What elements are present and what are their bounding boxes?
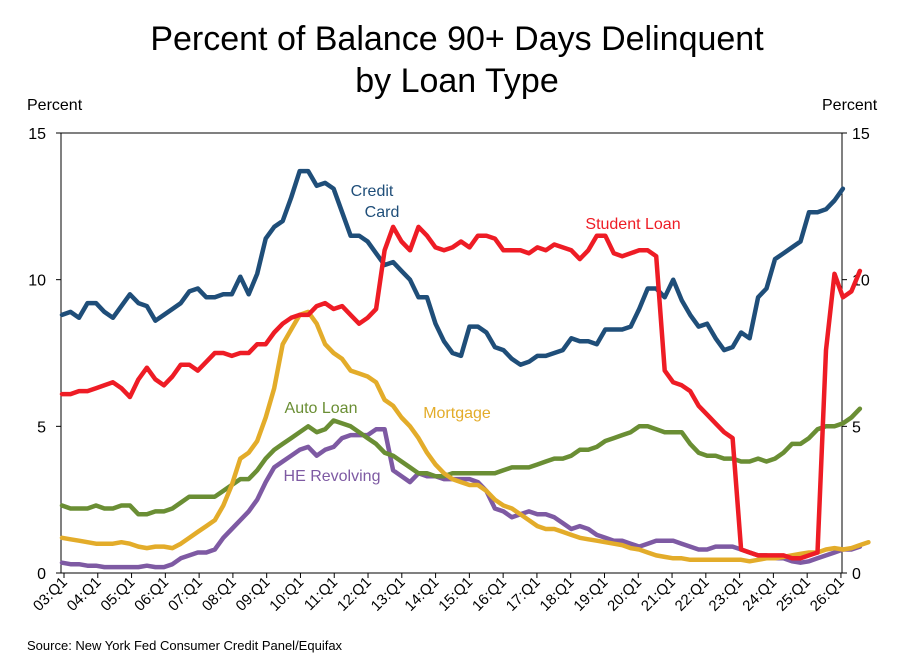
x-tick-label: 16:Q1 [469,574,510,615]
x-tick-label: 08:Q1 [199,574,240,615]
x-tick-label: 03:Q1 [30,574,71,615]
x-tick-label: 07:Q1 [165,574,206,615]
x-tick-label: 05:Q1 [97,574,138,615]
y-tick-label-left: 5 [37,419,46,436]
series-label-auto-loan: Auto Loan [285,400,358,417]
x-tick-label: 20:Q1 [604,574,645,615]
x-tick-label: 19:Q1 [570,574,611,615]
y-tick-label-right: 15 [852,126,870,143]
plot-frame [60,132,843,574]
y-tick-label-left: 10 [28,273,46,290]
series-label-he-revolving: HE Revolving [284,468,381,485]
series-label-mortgage: Mortgage [423,405,491,422]
x-tick-label: 26:Q1 [807,574,848,615]
chart-title: Percent of Balance 90+ Days Delinquent b… [0,18,914,102]
y-tick-label-right: 0 [852,566,861,583]
x-tick-label: 11:Q1 [301,574,341,614]
x-tick-label: 13:Q1 [368,574,409,615]
x-tick-label: 09:Q1 [233,574,274,615]
series-line-mortgage [59,309,871,564]
series-line-auto-loan [59,406,863,517]
x-tick-label: 18:Q1 [537,574,578,615]
series-line-he-revolving [59,427,863,570]
series-line-credit-card [59,168,846,367]
left-axis-unit: Percent [27,97,83,114]
x-tick-label: 04:Q1 [64,574,105,615]
y-tick-label-left: 15 [28,126,46,143]
y-tick-label-left: 0 [37,566,46,583]
series-line-student-loan [59,224,863,561]
x-tick-label: 12:Q1 [334,574,375,615]
x-tick-label: 22:Q1 [672,574,713,615]
x-tick-label: 17:Q1 [503,574,544,615]
x-tick-label: 23:Q1 [706,574,747,615]
right-axis-unit: Percent [822,97,878,114]
x-tick-label: 10:Q1 [266,574,307,615]
x-tick-label: 24:Q1 [739,574,780,615]
y-tick-label-right: 5 [852,419,861,436]
chart-title-line2: by Loan Type [355,62,559,100]
chart-title-line1: Percent of Balance 90+ Days Delinquent [150,20,764,58]
series-label-credit-card: Credit Card [351,183,400,221]
x-tick-label: 06:Q1 [131,574,172,615]
source-note: Source: New York Fed Consumer Credit Pan… [27,638,343,653]
x-tick-label: 14:Q1 [401,574,442,615]
x-tick-label: 21:Q1 [638,574,679,615]
x-tick-label: 25:Q1 [773,574,814,615]
x-tick-label: 15:Q1 [435,574,476,615]
series-label-student-loan: Student Loan [585,216,680,233]
